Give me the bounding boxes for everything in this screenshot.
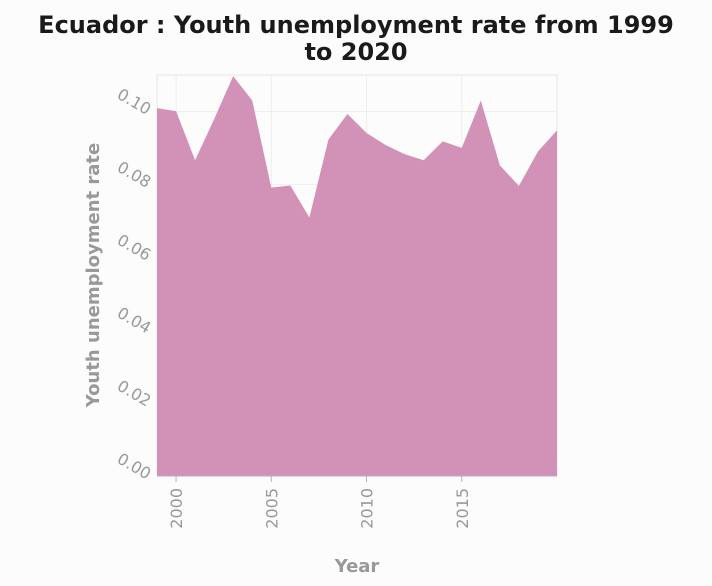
series-area [157, 76, 557, 477]
x-tick-label: 2010 [358, 488, 377, 529]
y-tick-label: 0.02 [114, 376, 154, 410]
plot-area [157, 76, 557, 477]
y-tick-label: 0.00 [114, 449, 154, 483]
x-tick-label: 2000 [167, 488, 186, 529]
y-tick-label: 0.04 [114, 303, 154, 337]
y-tick-label: 0.06 [114, 230, 154, 264]
y-axis-label: Youth unemployment rate [83, 143, 104, 408]
y-tick-label: 0.10 [114, 84, 154, 118]
x-axis-label: Year [334, 556, 380, 577]
x-tick-label: 2005 [262, 488, 281, 529]
y-tick-label: 0.08 [114, 157, 154, 191]
chart-title-line-2: to 2020 [304, 38, 407, 66]
chart-title-line-1: Ecuador : Youth unemployment rate from 1… [38, 11, 674, 39]
x-tick-label: 2015 [453, 488, 472, 529]
